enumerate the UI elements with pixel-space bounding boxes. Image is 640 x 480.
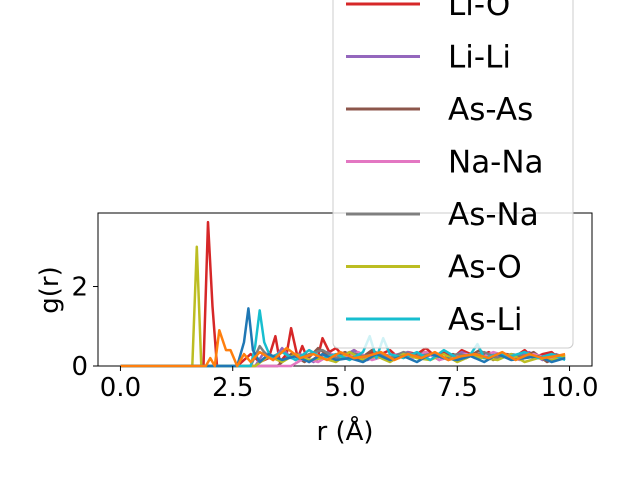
y-axis-label: g(r) [35,266,65,313]
legend-items: Li-O Li-Li As-As Na-Na As-Na As-O As-Li [346,0,544,338]
legend-label: As-Na [448,197,539,233]
y-tick-label: 0 [71,352,88,382]
legend-label: As-O [448,250,522,286]
series-group [120,220,566,368]
legend-label: Na-Na [448,145,544,181]
x-tick-label: 5.0 [324,373,365,403]
legend-label: Li-O [448,0,510,23]
x-tick-label: 7.5 [437,373,478,403]
x-tick-label: 10.0 [541,373,599,403]
legend-label: As-Li [448,302,522,338]
legend: Li-O Li-Li As-As Na-Na As-Na As-O As-Li [332,0,574,349]
legend-label: Li-Li [448,40,511,76]
legend-label: As-As [448,92,533,128]
series-line-unlabeled-8 [120,328,566,368]
y-ticks: 02 [71,273,98,382]
x-tick-label: 0.0 [100,373,141,403]
x-tick-label: 2.5 [212,373,253,403]
x-ticks: 0.0 2.5 5.0 7.5 10.0 [100,366,599,403]
legend-box [332,0,574,349]
y-tick-label: 2 [71,273,88,303]
x-axis-label: r (Å) [316,415,373,447]
